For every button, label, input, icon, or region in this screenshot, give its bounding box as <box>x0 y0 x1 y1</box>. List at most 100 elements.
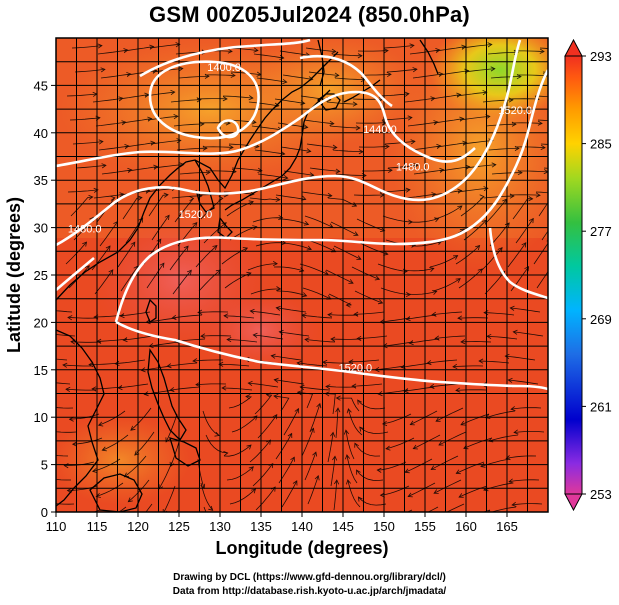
streamline-arrowhead <box>410 139 416 145</box>
streamline-arrowhead <box>510 406 516 412</box>
streamline <box>163 485 176 512</box>
streamline <box>274 379 305 385</box>
streamline <box>297 391 314 409</box>
streamline <box>205 170 237 173</box>
streamline <box>94 269 114 295</box>
streamline <box>482 99 513 103</box>
coastline-kyushu <box>217 216 233 239</box>
streamline <box>382 413 412 425</box>
streamline <box>331 53 362 57</box>
lat-lon-grid <box>55 37 549 513</box>
streamline-arrowhead <box>42 307 46 311</box>
streamline <box>322 361 354 364</box>
streamline-arrowhead <box>383 48 389 54</box>
streamline <box>89 362 120 365</box>
streamline <box>98 145 129 151</box>
streamline-arrowhead <box>477 268 483 274</box>
streamline-arrowhead <box>276 286 282 292</box>
streamline-arrowhead <box>376 467 382 473</box>
streamline <box>327 432 334 463</box>
streamline <box>346 454 358 484</box>
y-tick-label: 30 <box>34 221 48 236</box>
streamline <box>463 437 493 449</box>
streamline <box>513 331 544 337</box>
streamline <box>101 169 132 175</box>
streamline-arrowhead <box>330 336 336 342</box>
streamline-arrowhead <box>301 195 307 201</box>
contour-1400-small <box>216 119 240 139</box>
streamline <box>411 240 442 247</box>
streamline <box>410 410 438 425</box>
streamline-arrowhead <box>335 407 341 413</box>
streamline-arrowhead <box>71 441 77 447</box>
streamline <box>508 379 539 385</box>
streamline-arrowhead <box>407 115 413 121</box>
streamline <box>439 166 470 172</box>
x-tick-label: 145 <box>332 519 354 534</box>
streamline <box>172 314 203 319</box>
streamline-arrowhead <box>455 469 461 475</box>
streamline <box>197 311 229 313</box>
streamline <box>486 198 507 223</box>
streamline <box>457 317 489 319</box>
streamline-arrowhead <box>430 465 436 470</box>
streamline-arrowhead <box>175 42 181 48</box>
streamline <box>65 388 97 391</box>
streamline <box>253 334 284 340</box>
streamline-arrowhead <box>252 225 258 231</box>
streamline <box>224 315 255 319</box>
streamline <box>147 115 178 121</box>
streamline <box>490 506 517 512</box>
streamline <box>455 245 480 265</box>
streamline <box>462 140 493 145</box>
streamline <box>301 428 314 457</box>
x-tick-label: 165 <box>496 519 518 534</box>
streamline-arrowhead <box>452 255 459 260</box>
contour-label: 1480.0 <box>68 223 102 235</box>
streamline-arrowhead <box>228 144 234 150</box>
contour-1520-e <box>488 227 548 300</box>
streamline-arrowhead <box>509 305 515 311</box>
y-tick-label: 0 <box>41 505 48 520</box>
y-tick-label: 45 <box>34 78 48 93</box>
streamline-arrowhead <box>346 408 352 414</box>
streamline-arrowhead <box>105 245 111 251</box>
streamline <box>510 307 541 313</box>
streamline <box>380 287 411 295</box>
y-axis-label: Latitude (degrees) <box>4 197 24 353</box>
streamline <box>509 194 541 196</box>
streamline-arrowhead <box>68 416 74 422</box>
streamline-arrowhead <box>88 194 94 200</box>
streamline-arrowhead <box>292 480 298 486</box>
streamline-arrowhead <box>535 192 541 198</box>
streamline-arrowhead <box>426 360 432 366</box>
streamline-arrowhead <box>273 377 279 383</box>
streamline <box>95 121 126 127</box>
streamline <box>91 245 111 271</box>
streamline-arrowhead <box>41 476 45 480</box>
streamline <box>302 314 333 319</box>
streamline-arrowhead <box>491 162 497 168</box>
streamline <box>490 76 521 79</box>
streamline <box>459 116 490 121</box>
x-tick-label: 160 <box>455 519 477 534</box>
streamline <box>386 437 415 450</box>
streamline-arrowhead <box>165 437 171 443</box>
streamline <box>349 359 380 363</box>
streamline-arrowhead <box>438 440 444 446</box>
streamline <box>299 263 329 275</box>
streamline <box>407 121 438 127</box>
streamline <box>146 262 165 289</box>
streamline <box>122 197 142 220</box>
streamline-arrowhead <box>122 337 128 343</box>
streamline-arrowhead <box>335 168 341 174</box>
streamline-arrowhead <box>332 455 338 461</box>
colorbar-top-arrow <box>564 38 583 57</box>
streamline <box>102 434 129 451</box>
streamline <box>303 119 334 125</box>
streamline <box>505 355 536 361</box>
streamline-arrowhead <box>226 337 232 343</box>
streamline-arrowhead <box>358 149 364 155</box>
x-tick-label: 120 <box>127 519 149 534</box>
